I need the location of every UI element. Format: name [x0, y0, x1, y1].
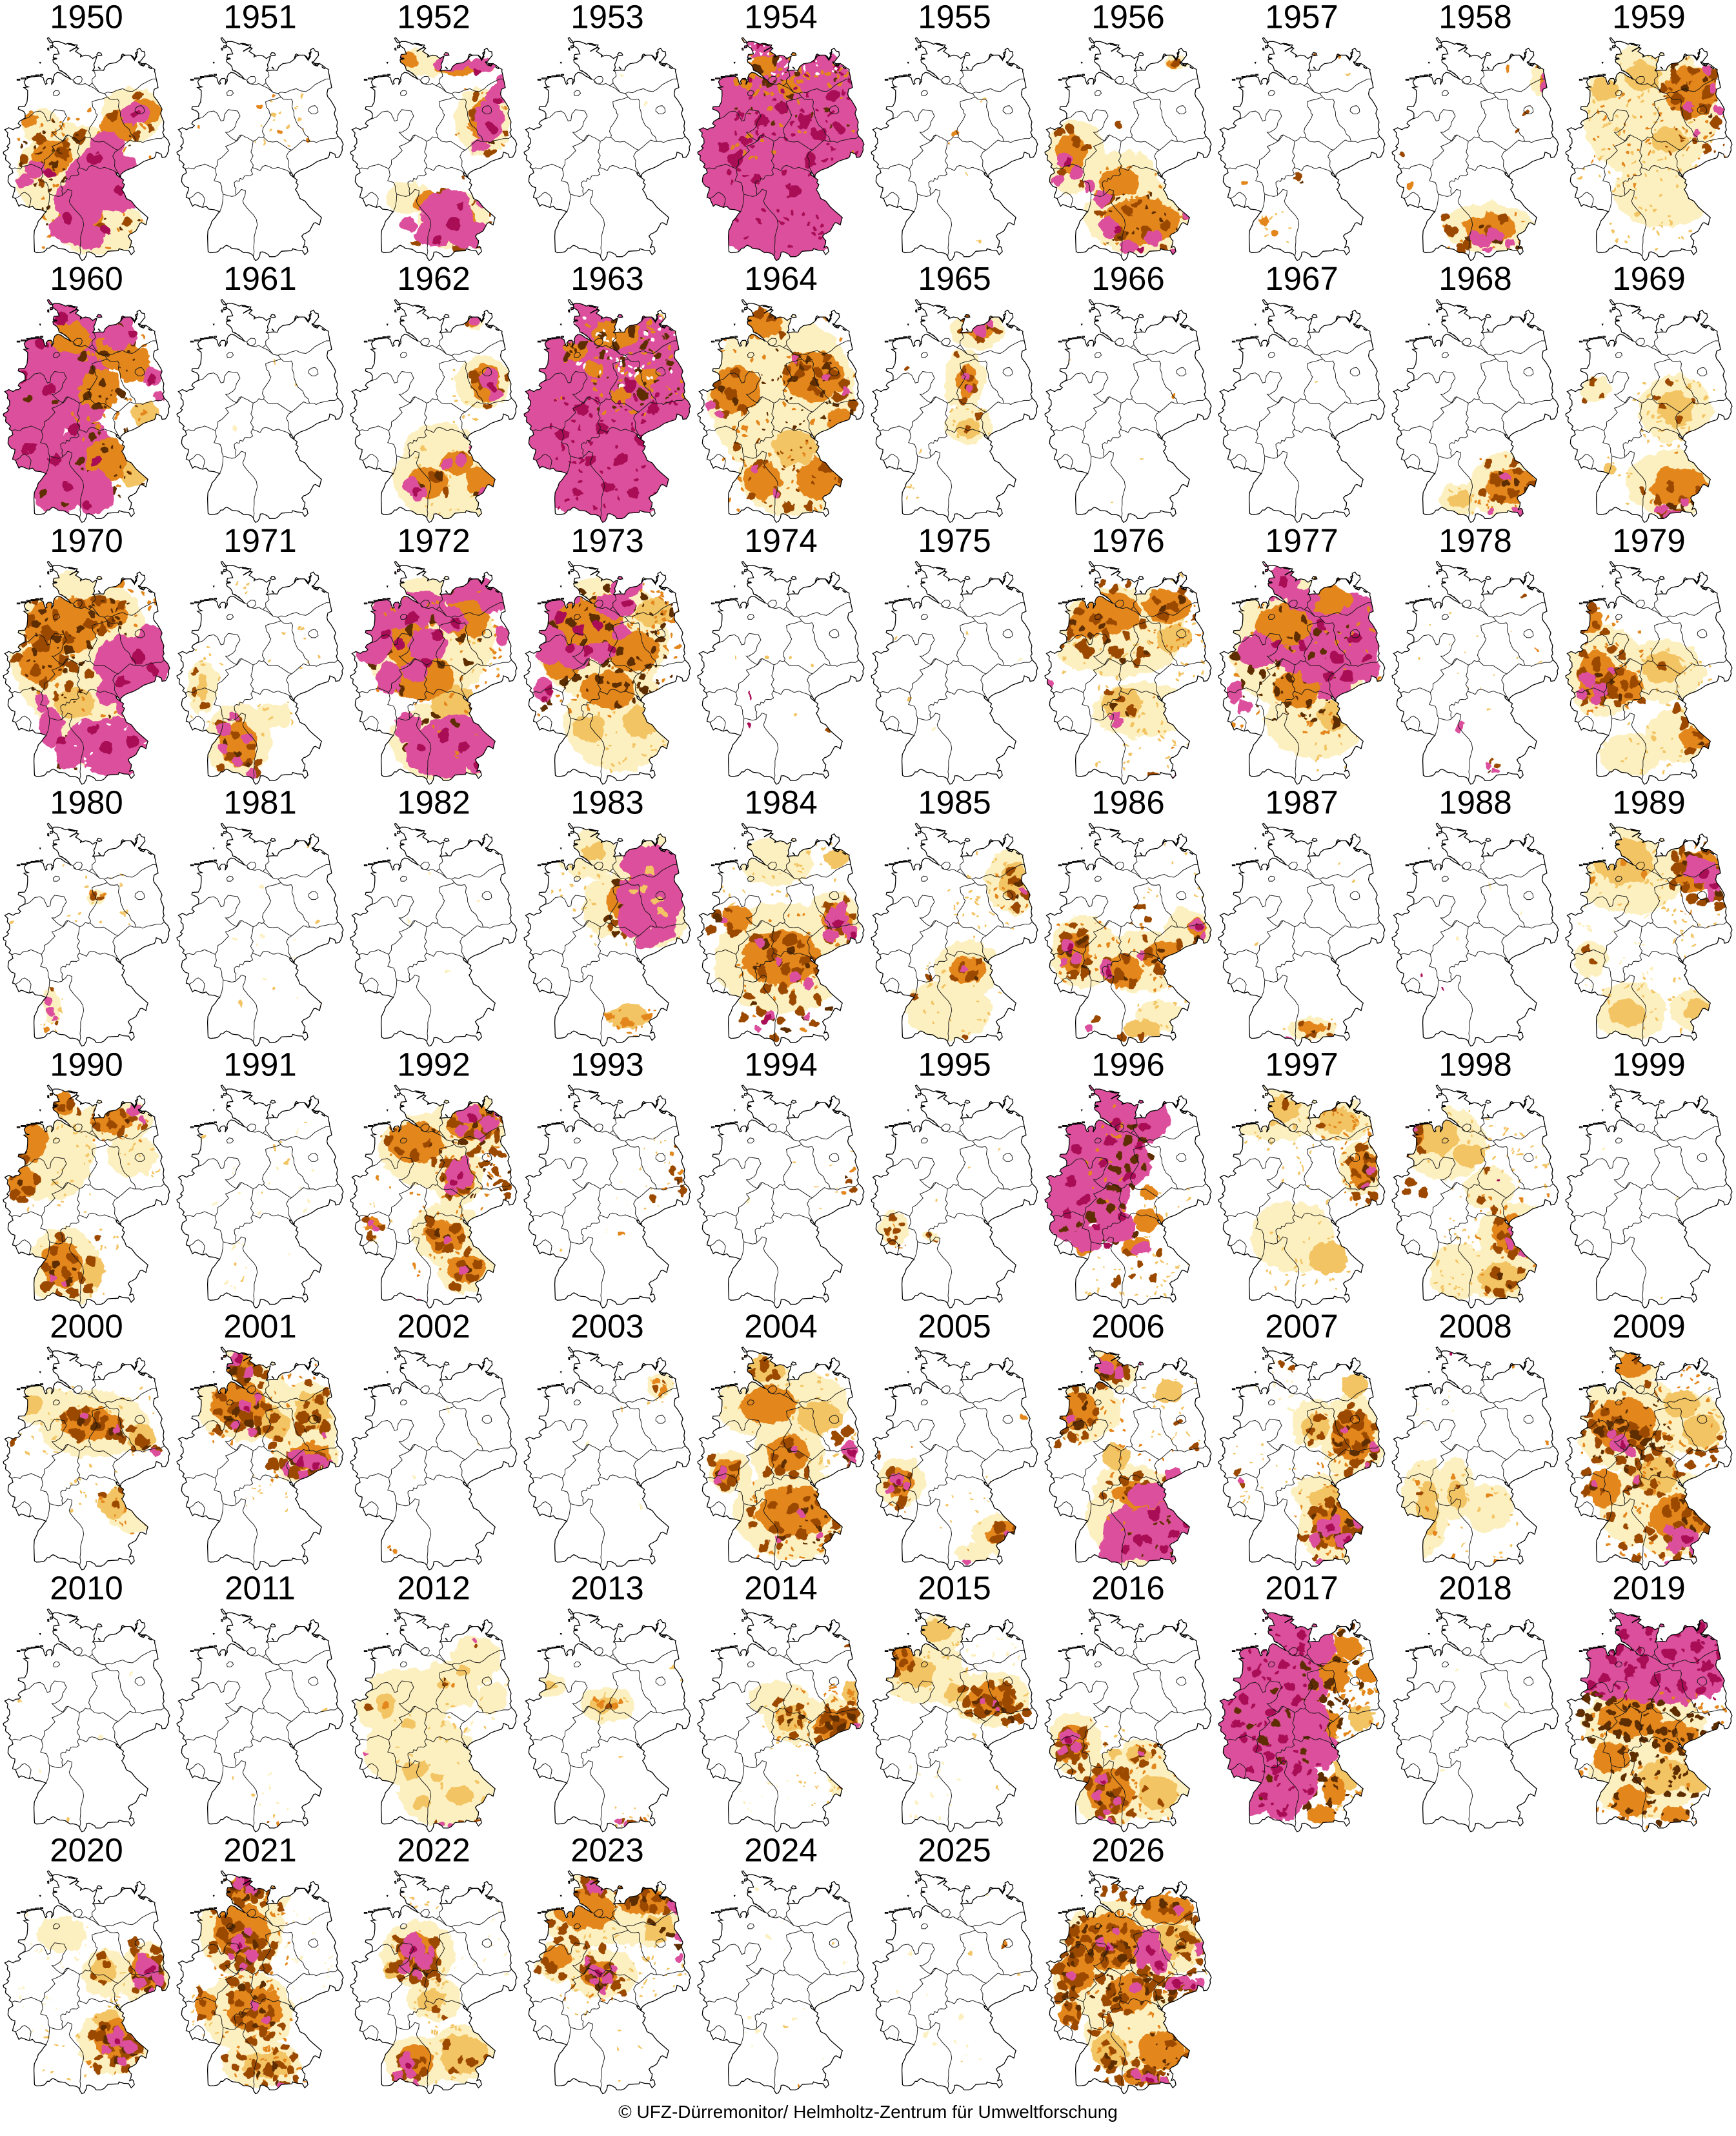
svg-text:1971: 1971 — [223, 522, 296, 559]
svg-text:1981: 1981 — [223, 784, 296, 821]
svg-text:1958: 1958 — [1438, 0, 1511, 36]
svg-text:1957: 1957 — [1265, 0, 1338, 36]
svg-text:1996: 1996 — [1091, 1046, 1164, 1083]
svg-text:1961: 1961 — [223, 260, 296, 297]
svg-text:1966: 1966 — [1091, 260, 1164, 297]
svg-text:2007: 2007 — [1265, 1308, 1338, 1345]
svg-text:1954: 1954 — [744, 0, 817, 36]
svg-text:2004: 2004 — [744, 1308, 817, 1345]
svg-text:2019: 2019 — [1612, 1570, 1685, 1607]
svg-text:1990: 1990 — [50, 1046, 123, 1083]
svg-text:1968: 1968 — [1438, 260, 1511, 297]
svg-text:1973: 1973 — [570, 522, 643, 559]
svg-text:2023: 2023 — [570, 1831, 643, 1868]
svg-text:1955: 1955 — [918, 0, 991, 36]
svg-text:1974: 1974 — [744, 522, 817, 559]
svg-text:1963: 1963 — [570, 260, 643, 297]
svg-text:2003: 2003 — [570, 1308, 643, 1345]
svg-text:2010: 2010 — [50, 1570, 123, 1607]
svg-text:1950: 1950 — [50, 0, 123, 36]
svg-text:2000: 2000 — [50, 1308, 123, 1345]
svg-text:2025: 2025 — [918, 1831, 991, 1868]
svg-text:2009: 2009 — [1612, 1308, 1685, 1345]
svg-text:1998: 1998 — [1438, 1046, 1511, 1083]
svg-text:1962: 1962 — [397, 260, 470, 297]
svg-text:1984: 1984 — [744, 784, 817, 821]
svg-text:2024: 2024 — [744, 1831, 817, 1868]
svg-text:1988: 1988 — [1438, 784, 1511, 821]
svg-text:1956: 1956 — [1091, 0, 1164, 36]
svg-text:2020: 2020 — [50, 1831, 123, 1868]
svg-text:2018: 2018 — [1438, 1570, 1511, 1607]
svg-text:2002: 2002 — [397, 1308, 470, 1345]
svg-text:2011: 2011 — [225, 1570, 296, 1607]
svg-text:2021: 2021 — [223, 1831, 296, 1868]
svg-text:2006: 2006 — [1091, 1308, 1164, 1345]
svg-text:2022: 2022 — [397, 1831, 470, 1868]
svg-text:2015: 2015 — [918, 1570, 991, 1607]
svg-text:2001: 2001 — [223, 1308, 296, 1345]
svg-text:1997: 1997 — [1265, 1046, 1338, 1083]
svg-text:1986: 1986 — [1091, 784, 1164, 821]
svg-text:1993: 1993 — [570, 1046, 643, 1083]
svg-text:1995: 1995 — [918, 1046, 991, 1083]
svg-text:2016: 2016 — [1091, 1570, 1164, 1607]
svg-text:1980: 1980 — [50, 784, 123, 821]
svg-text:1969: 1969 — [1612, 260, 1685, 297]
svg-text:2026: 2026 — [1091, 1831, 1164, 1868]
svg-text:2012: 2012 — [397, 1570, 470, 1607]
svg-text:2014: 2014 — [744, 1570, 817, 1607]
svg-text:1999: 1999 — [1612, 1046, 1685, 1083]
svg-text:1991: 1991 — [223, 1046, 296, 1083]
svg-text:© UFZ-Dürremonitor/ Helmholtz-: © UFZ-Dürremonitor/ Helmholtz-Zentrum fü… — [618, 2102, 1118, 2122]
svg-text:2008: 2008 — [1438, 1308, 1511, 1345]
svg-text:1959: 1959 — [1612, 0, 1685, 36]
svg-text:1953: 1953 — [570, 0, 643, 36]
svg-text:1978: 1978 — [1438, 522, 1511, 559]
svg-text:1983: 1983 — [570, 784, 643, 821]
svg-text:1972: 1972 — [397, 522, 470, 559]
svg-text:1992: 1992 — [397, 1046, 470, 1083]
svg-text:1952: 1952 — [397, 0, 470, 36]
svg-text:1964: 1964 — [744, 260, 817, 297]
svg-text:1987: 1987 — [1265, 784, 1338, 821]
svg-text:1975: 1975 — [918, 522, 991, 559]
svg-text:1985: 1985 — [918, 784, 991, 821]
svg-text:1965: 1965 — [918, 260, 991, 297]
svg-text:1982: 1982 — [397, 784, 470, 821]
svg-text:1994: 1994 — [744, 1046, 817, 1083]
svg-text:1951: 1951 — [223, 0, 296, 36]
svg-text:1970: 1970 — [50, 522, 123, 559]
svg-text:1979: 1979 — [1612, 522, 1685, 559]
svg-text:2005: 2005 — [918, 1308, 991, 1345]
svg-text:2017: 2017 — [1265, 1570, 1338, 1607]
svg-text:2013: 2013 — [570, 1570, 643, 1607]
svg-text:1989: 1989 — [1612, 784, 1685, 821]
svg-text:1960: 1960 — [50, 260, 123, 297]
svg-text:1977: 1977 — [1265, 522, 1338, 559]
svg-text:1967: 1967 — [1265, 260, 1338, 297]
svg-text:1976: 1976 — [1091, 522, 1164, 559]
